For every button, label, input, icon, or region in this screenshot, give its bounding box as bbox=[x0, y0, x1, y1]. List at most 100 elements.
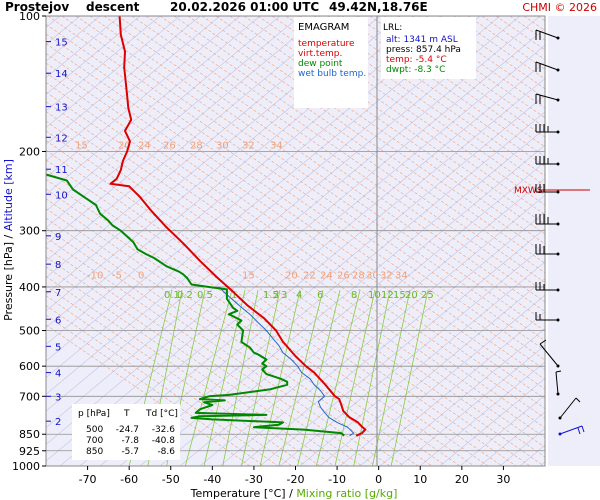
altitude-label: 3 bbox=[55, 392, 61, 403]
wind-barb bbox=[558, 397, 581, 420]
dry-adiabat-line bbox=[45, 120, 545, 467]
altitude-labels: 2 3 4 5 6 7 8 9 10 11 12 13 14 15 bbox=[46, 38, 68, 428]
legend-virt-temp: virt.temp. bbox=[298, 49, 342, 59]
altitude-label: 7 bbox=[55, 288, 61, 299]
legend-box bbox=[294, 17, 368, 108]
table-header-p: p [hPa] bbox=[78, 409, 110, 419]
dry-adiabat-line bbox=[45, 179, 461, 467]
isotherm-line bbox=[45, 15, 321, 245]
isotherm-line bbox=[239, 211, 546, 467]
dry-adiabat-line bbox=[257, 15, 546, 215]
altitude-label: 13 bbox=[55, 103, 68, 114]
isotherm-line bbox=[45, 15, 101, 62]
wind-barb bbox=[535, 282, 560, 292]
altitude-label: 12 bbox=[55, 133, 68, 144]
y-tick-label: 100 bbox=[19, 10, 40, 23]
table-cell: -40.8 bbox=[152, 436, 176, 446]
temperature-ticks: -70 -60 -50 -40 -30 -20 -10 0 10 20 30 bbox=[79, 466, 510, 486]
isotherm-line bbox=[379, 328, 546, 467]
isotherm-line bbox=[399, 344, 546, 467]
pressure-ticks: 100 200 300 400 500 600 700 850 925 1000 bbox=[12, 10, 46, 473]
isotherm-lines bbox=[45, 15, 546, 467]
isotherm-line bbox=[45, 15, 281, 212]
header-station: Prostejov bbox=[5, 0, 69, 14]
lrl-title: LRL: bbox=[383, 23, 402, 33]
table-header-t: T bbox=[123, 409, 130, 419]
dry-adiabat-label: 30 bbox=[366, 270, 379, 281]
dry-adiabat-line bbox=[481, 15, 546, 60]
wind-barb bbox=[535, 214, 560, 226]
dry-adiabat-line bbox=[341, 15, 546, 157]
lrl-alt: alt: 1341 m ASL bbox=[386, 35, 458, 45]
dry-adiabat-label: 28 bbox=[190, 140, 203, 151]
dry-adiabat-line bbox=[45, 150, 503, 467]
y-tick-label: 850 bbox=[19, 428, 40, 441]
table-cell: -8.6 bbox=[157, 447, 175, 457]
dry-adiabat-line bbox=[453, 15, 546, 80]
isotherm-line bbox=[45, 15, 341, 262]
wind-barb bbox=[539, 339, 560, 368]
isotherm-line bbox=[45, 15, 301, 228]
sounding-series bbox=[45, 15, 367, 437]
dry-adiabat-line bbox=[45, 140, 517, 467]
altitude-label: 4 bbox=[55, 369, 61, 380]
altitude-label: 14 bbox=[55, 69, 68, 80]
wind-barb bbox=[535, 61, 560, 72]
x-tick-label: -30 bbox=[245, 473, 263, 486]
isotherm-line bbox=[45, 15, 241, 178]
mixing-ratio-line bbox=[278, 289, 324, 467]
y-tick-label: 700 bbox=[19, 390, 40, 403]
mixing-ratio-line bbox=[353, 289, 391, 467]
lrl-box bbox=[381, 17, 476, 79]
isotherm-line bbox=[45, 44, 546, 462]
mixing-ratio-label: 12 bbox=[381, 290, 394, 301]
dry-adiabat-line bbox=[89, 15, 546, 332]
mixing-ratio-line bbox=[390, 289, 429, 467]
mixing-ratio-label: 0.1 bbox=[164, 290, 180, 301]
table-cell: 850 bbox=[86, 447, 103, 457]
mixing-ratio-label: 20 bbox=[405, 290, 418, 301]
y-axis-label: Pressure [hPa] / Altitude [km] bbox=[2, 159, 15, 321]
table-cell: -24.7 bbox=[116, 425, 139, 435]
mixing-ratio-label: 6 bbox=[317, 290, 323, 301]
table-header-td: Td [°C] bbox=[145, 409, 178, 419]
altitude-label: 9 bbox=[55, 232, 61, 243]
isotherm-line bbox=[45, 15, 181, 128]
dry-adiabat-line bbox=[523, 15, 546, 31]
dry-adiabat-line bbox=[45, 208, 419, 467]
y-tick-label: 400 bbox=[19, 281, 40, 294]
isotherm-line bbox=[199, 178, 546, 467]
dry-adiabat-line bbox=[187, 15, 546, 264]
x-axis-label: Temperature [°C] / Mixing ratio [g/kg] bbox=[190, 487, 398, 500]
mixing-ratio-line bbox=[184, 289, 233, 467]
isotherm-line bbox=[159, 144, 546, 467]
header-mode: descent bbox=[86, 0, 140, 14]
legend-wet-bulb: wet bulb temp. bbox=[298, 69, 366, 79]
dry-adiabat-line bbox=[355, 15, 546, 148]
x-tick-label: -50 bbox=[162, 473, 180, 486]
dry-adiabat-line bbox=[327, 15, 546, 167]
dry-adiabat-line bbox=[45, 285, 307, 467]
dry-adiabat-label: 34 bbox=[270, 140, 283, 151]
dry-adiabat-label: 32 bbox=[380, 270, 393, 281]
dry-adiabat-line bbox=[45, 62, 546, 409]
isotherm-line bbox=[519, 444, 546, 467]
mixing-ratio-line bbox=[241, 289, 281, 467]
isotherm-line bbox=[45, 15, 441, 345]
y-tick-label: 200 bbox=[19, 145, 40, 158]
dry-adiabat-label: 26 bbox=[163, 140, 176, 151]
dry-adiabat-line bbox=[425, 15, 546, 99]
isotherm-line bbox=[45, 15, 541, 428]
dry-adiabat-label: 26 bbox=[337, 270, 350, 281]
altitude-label: 10 bbox=[55, 190, 68, 201]
isotherm-line bbox=[45, 15, 201, 145]
altitude-label: 11 bbox=[55, 165, 68, 176]
lrl-dwpt: dwpt: -8.3 °C bbox=[386, 65, 445, 75]
dry-adiabat-label: 20 bbox=[285, 270, 298, 281]
mxws-label: MXWS bbox=[514, 186, 543, 196]
isotherm-line bbox=[459, 394, 546, 467]
y-tick-label: 925 bbox=[19, 445, 40, 458]
altitude-label: 8 bbox=[55, 260, 61, 271]
mixing-ratio-label: 1 bbox=[231, 290, 237, 301]
dry-adiabat-line bbox=[45, 198, 433, 467]
